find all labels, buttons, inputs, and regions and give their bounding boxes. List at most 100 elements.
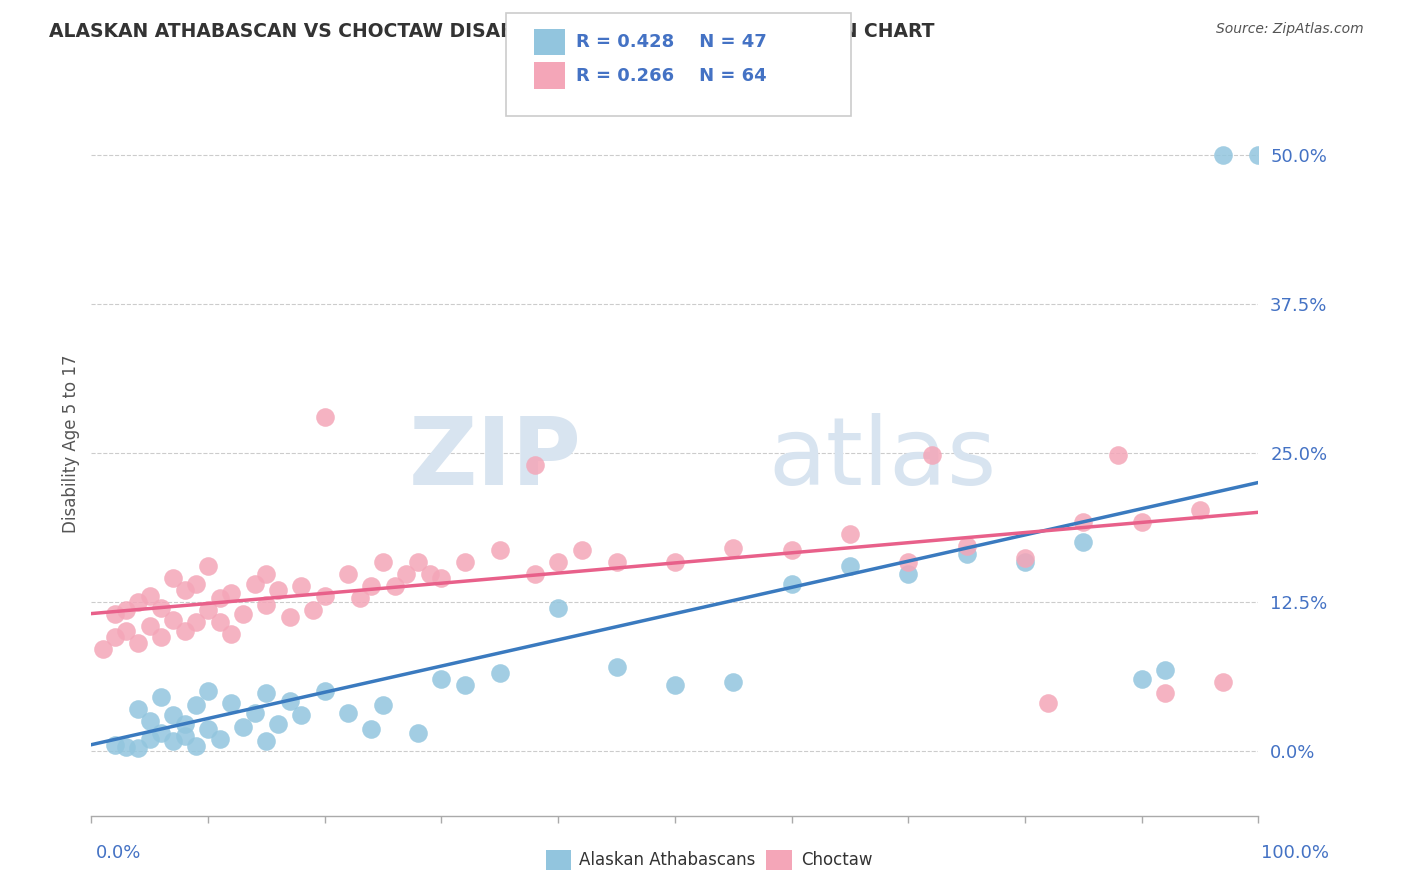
Point [337, 567, 360, 582]
Point [138, 731, 162, 746]
Point [256, 599, 278, 613]
Point [186, 576, 208, 591]
Text: Source: ZipAtlas.com: Source: ZipAtlas.com [1216, 22, 1364, 37]
Point [186, 698, 208, 713]
Point [290, 707, 312, 722]
Point [150, 600, 173, 615]
Point [104, 631, 127, 645]
Point [606, 660, 628, 674]
Point [127, 636, 149, 650]
Point [162, 734, 184, 748]
Text: R = 0.266    N = 64: R = 0.266 N = 64 [576, 67, 768, 85]
Point [454, 678, 477, 692]
Point [127, 741, 149, 756]
Point [221, 696, 243, 710]
Point [138, 618, 162, 632]
Point [723, 541, 745, 555]
Point [256, 734, 278, 748]
Point [221, 627, 243, 641]
Point [489, 666, 512, 681]
Point [173, 729, 195, 743]
Point [197, 558, 219, 573]
Point [664, 555, 686, 569]
Point [384, 579, 406, 593]
Point [349, 591, 371, 606]
Point [838, 558, 860, 573]
Point [267, 582, 290, 597]
Point [406, 725, 429, 739]
Point [1107, 448, 1129, 462]
Point [1154, 686, 1177, 700]
Point [314, 684, 336, 698]
Point [162, 707, 184, 722]
Point [547, 600, 569, 615]
Point [256, 567, 278, 582]
Point [173, 624, 195, 639]
Point [186, 615, 208, 629]
Point [173, 717, 195, 731]
Point [138, 589, 162, 603]
Text: ALASKAN ATHABASCAN VS CHOCTAW DISABILITY AGE 5 TO 17 CORRELATION CHART: ALASKAN ATHABASCAN VS CHOCTAW DISABILITY… [49, 22, 935, 41]
Text: Choctaw: Choctaw [801, 851, 873, 869]
Point [956, 539, 979, 553]
Point [1130, 515, 1153, 529]
Text: 100.0%: 100.0% [1261, 844, 1329, 862]
Point [197, 722, 219, 736]
Point [956, 547, 979, 561]
Point [91, 642, 114, 657]
Point [1189, 503, 1212, 517]
Point [780, 543, 803, 558]
Point [360, 722, 382, 736]
Point [243, 576, 266, 591]
Point [897, 567, 920, 582]
Point [1073, 515, 1095, 529]
Point [371, 698, 394, 713]
Point [221, 586, 243, 600]
Point [243, 706, 266, 720]
Point [571, 543, 593, 558]
Point [523, 458, 546, 472]
Point [232, 720, 254, 734]
Point [489, 543, 512, 558]
Point [780, 576, 803, 591]
Point [406, 555, 429, 569]
Point [838, 526, 860, 541]
Point [138, 714, 162, 728]
Point [360, 579, 382, 593]
Point [606, 555, 628, 569]
Point [150, 690, 173, 704]
Point [127, 595, 149, 609]
Point [278, 610, 301, 624]
Point [197, 603, 219, 617]
Point [419, 567, 441, 582]
Point [430, 571, 453, 585]
Point [115, 603, 138, 617]
Point [150, 725, 173, 739]
Point [897, 555, 920, 569]
Point [232, 607, 254, 621]
Point [173, 582, 195, 597]
Point [208, 591, 231, 606]
Point [208, 731, 231, 746]
Point [1154, 663, 1177, 677]
Point [267, 717, 290, 731]
Point [127, 702, 149, 716]
Point [1073, 535, 1095, 549]
Point [430, 672, 453, 686]
Point [1038, 696, 1060, 710]
Y-axis label: Disability Age 5 to 17: Disability Age 5 to 17 [62, 354, 80, 533]
Point [1014, 555, 1036, 569]
Text: R = 0.428    N = 47: R = 0.428 N = 47 [576, 33, 768, 51]
Point [302, 603, 325, 617]
Point [208, 615, 231, 629]
Point [115, 624, 138, 639]
Point [314, 409, 336, 424]
Point [290, 579, 312, 593]
Text: Alaskan Athabascans: Alaskan Athabascans [579, 851, 755, 869]
Point [1212, 674, 1234, 689]
Point [104, 738, 127, 752]
Point [337, 706, 360, 720]
Point [723, 674, 745, 689]
Text: atlas: atlas [768, 413, 997, 505]
Point [162, 613, 184, 627]
